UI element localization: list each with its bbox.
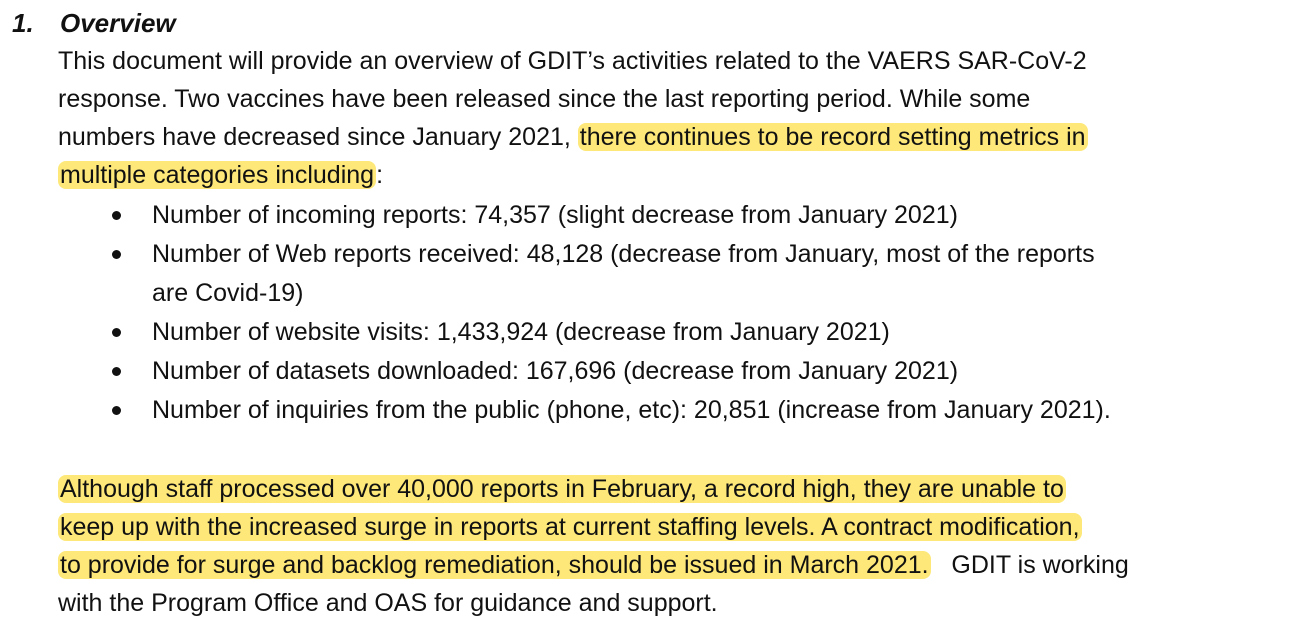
section-heading: 1. Overview	[12, 6, 176, 40]
closing-paragraph: Although staff processed over 40,000 rep…	[58, 470, 1129, 622]
closing-line-3-text: GDIT is working	[930, 551, 1129, 579]
highlighted-text: keep up with the increased surge in repo…	[58, 513, 1082, 541]
closing-line-2: keep up with the increased surge in repo…	[58, 508, 1129, 546]
intro-line-1: This document will provide an overview o…	[58, 47, 1087, 75]
list-item-text: Number of incoming reports: 74,357 (slig…	[152, 201, 958, 229]
highlighted-text: multiple categories including	[58, 161, 377, 189]
highlighted-text: to provide for surge and backlog remedia…	[58, 551, 931, 579]
highlighted-text: Although staff processed over 40,000 rep…	[58, 475, 1066, 503]
highlighted-text: there continues to be record setting met…	[577, 123, 1088, 151]
bullet-icon	[112, 367, 121, 376]
closing-line-3: to provide for surge and backlog remedia…	[58, 546, 1129, 584]
intro-line-3: numbers have decreased since January 202…	[58, 118, 1088, 156]
list-item-continuation: are Covid-19)	[152, 279, 304, 307]
intro-line-3-text: numbers have decreased since January 202…	[58, 123, 578, 151]
intro-paragraph: This document will provide an overview o…	[58, 42, 1088, 194]
list-item-text: Number of Web reports received: 48,128 (…	[152, 240, 1095, 268]
bullet-icon	[112, 211, 121, 220]
metrics-list: Number of incoming reports: 74,357 (slig…	[100, 196, 1111, 430]
list-item: Number of incoming reports: 74,357 (slig…	[100, 196, 1111, 235]
intro-line-4-text: :	[376, 161, 384, 189]
list-item-text: Number of inquiries from the public (pho…	[152, 396, 1111, 424]
list-item-text: Number of datasets downloaded: 167,696 (…	[152, 357, 959, 385]
closing-line-1: Although staff processed over 40,000 rep…	[58, 470, 1129, 508]
list-item: Number of datasets downloaded: 167,696 (…	[100, 352, 1111, 391]
intro-line-2: response. Two vaccines have been release…	[58, 85, 1031, 113]
intro-line-4: multiple categories including:	[58, 156, 1088, 194]
section-title: Overview	[60, 8, 176, 38]
list-item: Number of Web reports received: 48,128 (…	[100, 235, 1111, 313]
list-item-text: Number of website visits: 1,433,924 (dec…	[152, 318, 890, 346]
section-number: 1.	[12, 8, 34, 38]
list-item: Number of inquiries from the public (pho…	[100, 391, 1111, 430]
bullet-icon	[112, 406, 121, 415]
closing-line-4: with the Program Office and OAS for guid…	[58, 589, 718, 617]
bullet-icon	[112, 250, 121, 259]
list-item: Number of website visits: 1,433,924 (dec…	[100, 313, 1111, 352]
bullet-icon	[112, 328, 121, 337]
